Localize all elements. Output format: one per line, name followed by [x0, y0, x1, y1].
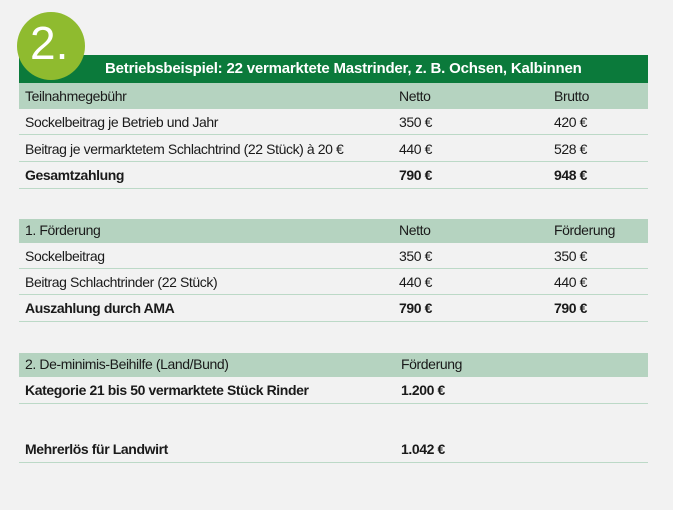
header-cell: 2. De-minimis-Beihilfe (Land/Bund) — [25, 356, 229, 372]
header-cell: Förderung — [401, 356, 462, 372]
cell: 440 € — [399, 274, 433, 290]
cell: Sockelbeitrag je Betrieb und Jahr — [25, 114, 219, 130]
cell: 790 € — [554, 300, 588, 316]
cell: Kategorie 21 bis 50 vermarktete Stück Ri… — [25, 382, 309, 398]
title-bar: Betriebsbeispiel: 22 vermarktete Mastrin… — [19, 55, 648, 83]
cell: 1.042 € — [401, 441, 445, 457]
cell: 790 € — [399, 300, 433, 316]
title: Betriebsbeispiel: 22 vermarktete Mastrin… — [105, 60, 582, 77]
total-row: Gesamtzahlung 790 € 948 € — [19, 162, 648, 189]
step-number: 2. — [30, 17, 69, 69]
total-row: Kategorie 21 bis 50 vermarktete Stück Ri… — [19, 377, 648, 404]
table-row: Beitrag Schlachtrinder (22 Stück) 440 € … — [19, 269, 648, 295]
table-row: Beitrag je vermarktetem Schlachtrind (22… — [19, 136, 648, 162]
cell: 440 € — [399, 141, 433, 157]
table3-header: 2. De-minimis-Beihilfe (Land/Bund) Förde… — [19, 353, 648, 377]
cell: 420 € — [554, 114, 588, 130]
cell: 350 € — [399, 248, 433, 264]
table-row: Sockelbeitrag 350 € 350 € — [19, 243, 648, 269]
cell: 948 € — [554, 167, 588, 183]
cell: Auszahlung durch AMA — [25, 300, 175, 316]
header-cell: 1. Förderung — [25, 222, 101, 238]
cell: 350 € — [554, 248, 588, 264]
cell: Beitrag Schlachtrinder (22 Stück) — [25, 274, 218, 290]
header-cell: Netto — [399, 88, 431, 104]
cell: 528 € — [554, 141, 588, 157]
table2-header: 1. Förderung Netto Förderung — [19, 219, 648, 243]
header-cell: Förderung — [554, 222, 615, 238]
header-cell: Netto — [399, 222, 431, 238]
step-badge: 2. — [17, 12, 85, 80]
table1-header: Teilnahmegebühr Netto Brutto — [19, 83, 648, 109]
cell: Gesamtzahlung — [25, 167, 125, 183]
cell: 440 € — [554, 274, 588, 290]
total-row: Auszahlung durch AMA 790 € 790 € — [19, 295, 648, 322]
header-cell: Brutto — [554, 88, 589, 104]
cell: 1.200 € — [401, 382, 445, 398]
cell: Mehrerlös für Landwirt — [25, 441, 168, 457]
cell: Beitrag je vermarktetem Schlachtrind (22… — [25, 141, 344, 157]
header-cell: Teilnahmegebühr — [25, 88, 127, 104]
table-row: Sockelbeitrag je Betrieb und Jahr 350 € … — [19, 109, 648, 135]
cell: 350 € — [399, 114, 433, 130]
cell: Sockelbeitrag — [25, 248, 105, 264]
summary-row: Mehrerlös für Landwirt 1.042 € — [19, 436, 648, 463]
cell: 790 € — [399, 167, 433, 183]
